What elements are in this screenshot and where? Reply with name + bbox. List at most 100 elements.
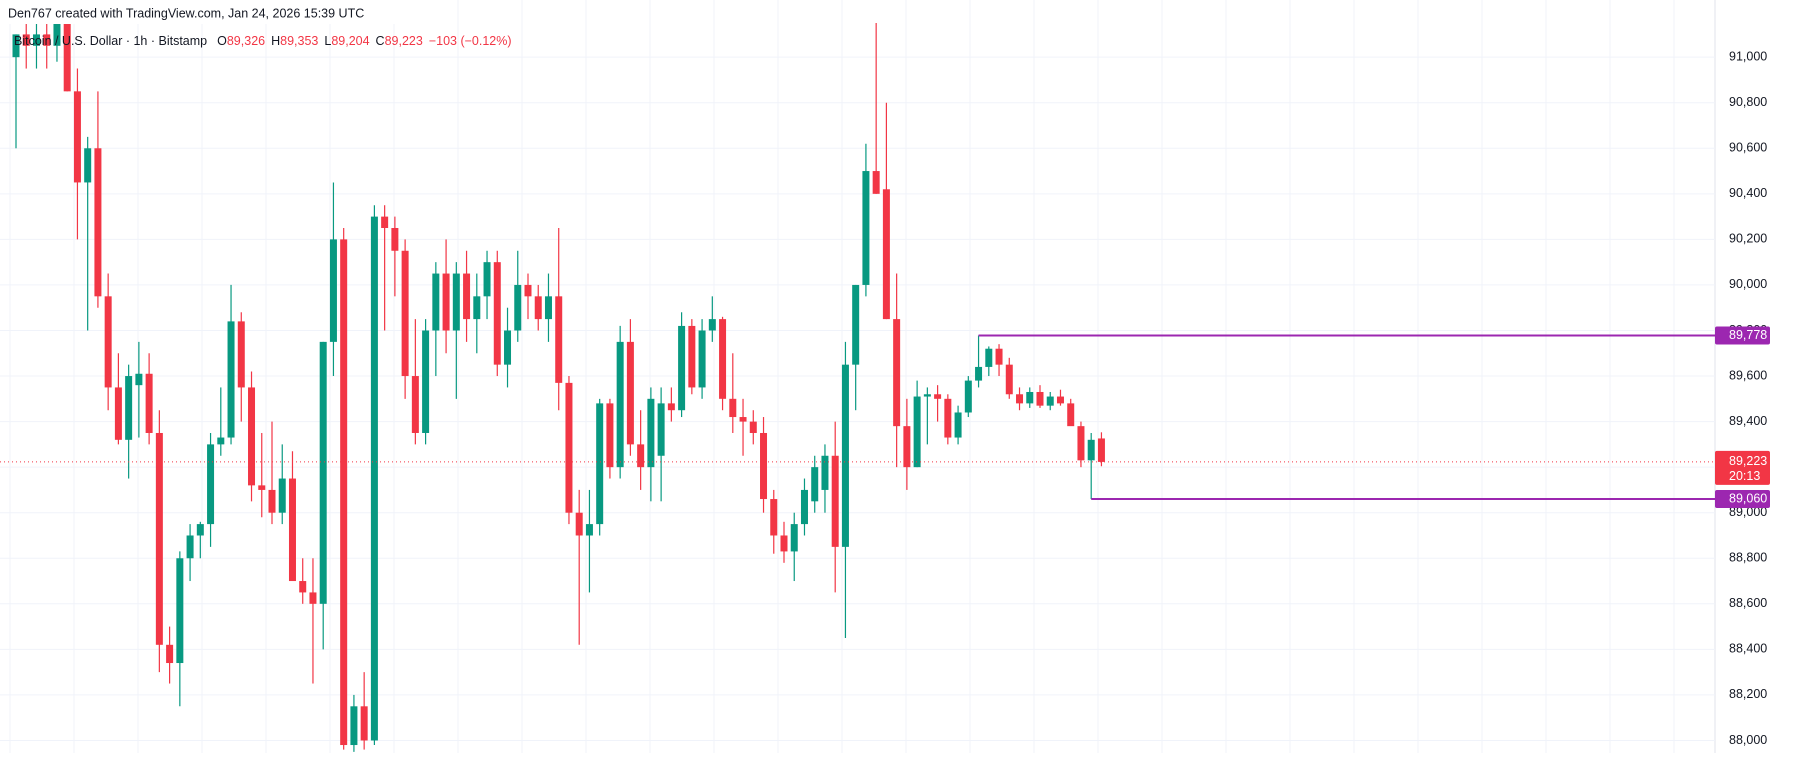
y-tick-label: 91,000 [1729, 49, 1767, 63]
legend: Bitcoin / U.S. Dollar · 1h · Bitstamp O89… [14, 34, 512, 48]
header-bg [0, 0, 420, 24]
header: Den767 created with TradingView.com, Jan… [8, 6, 364, 20]
candle-body [391, 227, 399, 251]
candle-body [719, 319, 727, 399]
ohlc-value: 89,353 [280, 34, 318, 48]
ohlc-key: L [324, 34, 331, 48]
candle-body [473, 296, 481, 320]
candle-body [760, 432, 768, 500]
level-badge [1715, 490, 1770, 509]
candle-body [923, 394, 931, 397]
candle-body [1097, 438, 1105, 462]
ohlc-key: C [376, 34, 385, 48]
y-tick-label: 88,800 [1729, 551, 1767, 565]
candle-body [934, 394, 942, 399]
candle-body [565, 382, 573, 513]
level-label: 89,778 [1729, 328, 1767, 342]
candle-body [596, 403, 604, 525]
ohlc-value: 89,223 [385, 34, 423, 48]
candle-body [432, 273, 440, 331]
candle-body [862, 171, 870, 285]
candle-body [483, 262, 491, 297]
candle-body [381, 216, 389, 228]
y-tick-label: 90,200 [1729, 232, 1767, 246]
level-badge [1715, 326, 1770, 345]
candle-body [524, 284, 532, 297]
ohlc-key: H [271, 34, 280, 48]
last-price-badge [1715, 450, 1770, 485]
candle-body [258, 485, 266, 490]
candle-body [1087, 439, 1095, 461]
candle-body [893, 319, 901, 427]
candle-body [135, 373, 143, 386]
candle-body [872, 171, 880, 194]
candle-body [903, 426, 911, 468]
candle-body [1077, 426, 1085, 461]
countdown: 20:13 [1729, 469, 1760, 483]
candle-body [708, 319, 716, 331]
candle-body [913, 396, 921, 468]
candle-body [401, 250, 409, 377]
candle-body [616, 341, 624, 468]
candle-body [73, 91, 81, 183]
candle-body [637, 444, 645, 468]
candle-body [657, 403, 665, 456]
candle-body [227, 321, 235, 438]
candle-body [995, 348, 1003, 365]
candle-body [319, 341, 327, 604]
candle-body [155, 432, 163, 645]
y-tick-label: 89,400 [1729, 414, 1767, 428]
candle-body [678, 325, 686, 411]
candle-body [585, 524, 593, 536]
change: −103 (−0.12%) [429, 34, 512, 48]
candle-body [268, 489, 276, 513]
candle-body [104, 296, 112, 388]
y-tick-label: 90,600 [1729, 141, 1767, 155]
candle-body [811, 467, 819, 502]
candle-body [770, 499, 778, 536]
y-tick-label: 90,400 [1729, 186, 1767, 200]
y-tick-label: 88,000 [1729, 733, 1767, 747]
candle-body [739, 417, 747, 422]
candle-body [882, 189, 890, 320]
candle-body [288, 478, 296, 582]
candle-body [422, 330, 430, 433]
candle-body [248, 387, 256, 486]
candle-body [1005, 364, 1013, 395]
y-tick-label: 90,800 [1729, 95, 1767, 109]
candle-body [207, 444, 215, 525]
ohlc-value: 89,204 [331, 34, 369, 48]
candle-body [166, 644, 174, 664]
candle-body [196, 524, 204, 536]
symbol: Bitcoin / U.S. Dollar · 1h · Bitstamp [14, 34, 207, 48]
candle-body [1056, 396, 1064, 404]
y-tick-label: 88,600 [1729, 596, 1767, 610]
candle-body [94, 148, 102, 297]
candle-body [780, 535, 788, 552]
y-tick-label: 88,400 [1729, 642, 1767, 656]
candle-body [299, 581, 307, 593]
last-price-label: 89,223 [1729, 454, 1767, 468]
candle-body [114, 387, 122, 440]
candle-body [698, 330, 706, 388]
candle-body [544, 296, 552, 320]
ohlc-value: 89,326 [227, 34, 265, 48]
candles [12, 0, 1105, 752]
candle-body [350, 706, 358, 746]
candle-body [360, 706, 368, 741]
candle-body [749, 421, 757, 433]
candle-body [555, 296, 563, 383]
candle-body [217, 437, 225, 445]
candle-body [32, 34, 40, 46]
candle-body [22, 34, 30, 46]
candle-body [125, 376, 133, 440]
candle-body [1067, 403, 1075, 427]
candle-body [43, 34, 51, 46]
candle-body [12, 34, 20, 58]
candle-body [1036, 391, 1044, 406]
candle-body [1026, 391, 1034, 404]
candle-body [1016, 394, 1024, 404]
candle-body [329, 239, 337, 342]
